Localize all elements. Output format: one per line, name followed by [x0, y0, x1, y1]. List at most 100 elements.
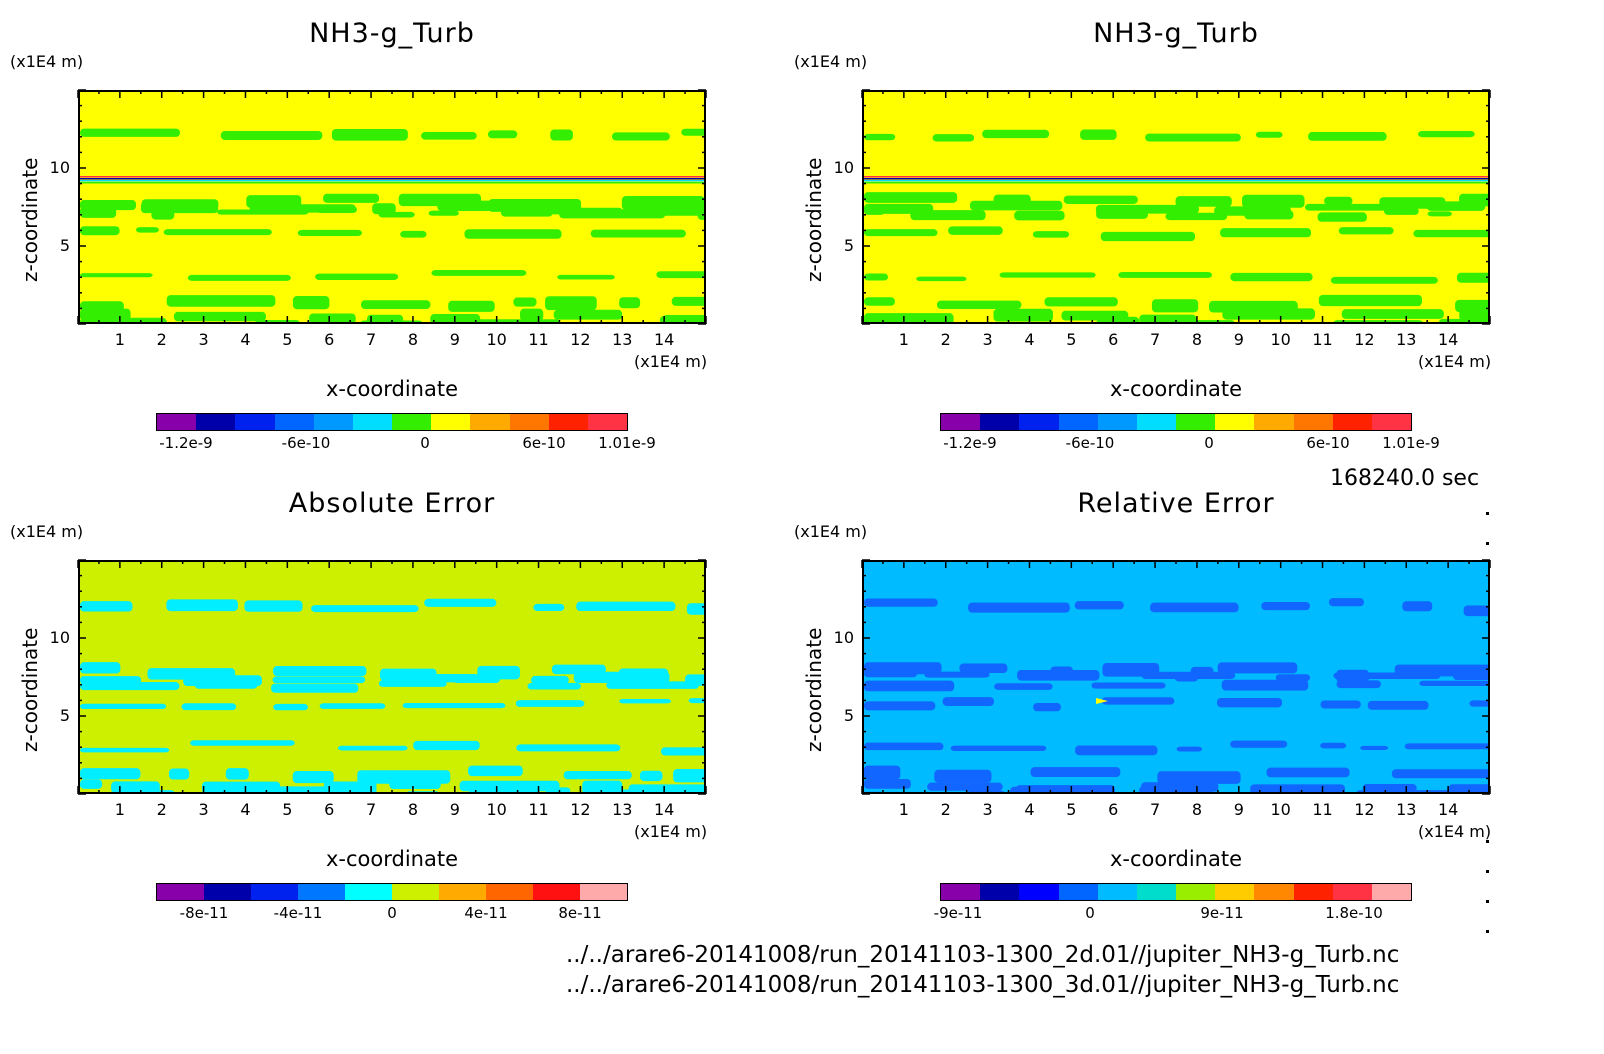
stray-dot — [1486, 542, 1489, 545]
colorbar-swatch — [439, 884, 486, 900]
contour-band — [1336, 680, 1381, 689]
colorbar-swatch — [548, 414, 588, 430]
contour-band — [1383, 207, 1419, 215]
contour-band — [1139, 786, 1213, 792]
contour-band — [80, 273, 153, 278]
contour-band — [1419, 680, 1488, 686]
colorbar-swatch — [274, 414, 314, 430]
contour-band — [316, 206, 357, 213]
contour-band — [1030, 767, 1121, 778]
contour-band — [315, 273, 399, 280]
contour-band — [967, 790, 1005, 792]
x-tick-label: 12 — [570, 800, 591, 819]
x-tick-label: 13 — [612, 800, 633, 819]
colorbar-tick-label: 0 — [1204, 434, 1214, 452]
contour-band — [220, 130, 323, 140]
colorbar-swatch — [345, 884, 392, 900]
contour-band — [273, 666, 367, 677]
x-tick-label: 4 — [1024, 330, 1035, 349]
colorbar-swatch — [1293, 884, 1333, 900]
contour-band — [948, 226, 1003, 235]
colorbar-tick-label: 6e-10 — [1306, 434, 1350, 452]
x-tick-label: 8 — [1191, 330, 1203, 349]
x-tick-label: 9 — [1233, 330, 1244, 349]
colorbar-swatch — [1058, 884, 1098, 900]
x-tick-label: 2 — [156, 330, 167, 349]
contour-band — [982, 129, 1050, 139]
contour-band — [936, 300, 1022, 309]
contour-band — [1075, 745, 1158, 756]
colorbar-swatch — [470, 414, 510, 430]
y-tick-label: 5 — [59, 236, 70, 255]
colorbar-tick-label: 4e-11 — [464, 904, 508, 922]
colorbar-swatch — [235, 414, 275, 430]
colorbar-swatch — [1136, 414, 1177, 430]
contour-band — [934, 769, 992, 783]
contour-band — [864, 313, 954, 322]
contour-band — [197, 323, 224, 324]
contour-band — [80, 682, 180, 691]
contour-band — [864, 192, 958, 203]
colorbar-swatch — [1176, 414, 1216, 430]
contour-band — [1341, 309, 1444, 319]
contour-band — [1032, 231, 1070, 238]
contour-band — [1456, 272, 1488, 283]
contour-band — [360, 300, 431, 310]
contour-band — [697, 211, 704, 220]
contour-band — [1242, 194, 1305, 208]
colorbar-swatch — [298, 884, 345, 900]
colorbar-tick-label: 0 — [387, 904, 397, 922]
contour-band — [1333, 672, 1441, 679]
x-tick-label: 2 — [156, 800, 167, 819]
contour-band — [968, 602, 1070, 613]
colorbar — [156, 883, 628, 901]
contour-band — [864, 742, 944, 751]
contour-band — [378, 211, 415, 218]
x-tick-label: 13 — [1396, 330, 1417, 349]
contour-band — [545, 787, 571, 792]
contour-band — [1469, 700, 1488, 707]
contour-band — [681, 128, 704, 136]
contour-band — [1096, 208, 1148, 219]
x-tick-label: 10 — [1270, 800, 1291, 819]
colorbar-swatch — [431, 414, 471, 430]
contour-band — [448, 300, 495, 312]
contour-band — [969, 200, 1063, 211]
contour-band — [981, 322, 1065, 324]
contour-band — [190, 740, 295, 746]
contour-band — [1275, 674, 1311, 682]
colorbar-tick-label: 8e-11 — [558, 904, 602, 922]
contour-band — [1101, 697, 1175, 705]
contour-band — [705, 789, 706, 794]
x-tick-label: 5 — [1066, 330, 1077, 349]
contour-band — [173, 311, 266, 322]
contour-band — [590, 229, 686, 238]
contour-band — [1404, 743, 1488, 750]
x-tick-label: 5 — [282, 800, 293, 819]
x-tick-label: 13 — [612, 330, 633, 349]
contour-band — [576, 601, 676, 612]
colorbar-swatch — [1371, 414, 1412, 430]
colorbar-tick-label: -6e-10 — [1065, 434, 1115, 452]
colorbar-tick-label: 6e-10 — [522, 434, 566, 452]
contour-band — [1317, 212, 1367, 222]
contour-band — [437, 200, 506, 212]
chart-panel-bottom-left: Absolute Error (x1E4 m) (x1E4 m) x-coordina… — [0, 470, 784, 940]
contour-band — [244, 600, 303, 612]
contour-band — [1308, 132, 1387, 141]
contour-band — [1304, 203, 1411, 211]
contour-band — [80, 601, 133, 612]
colorbar-tick-label: -1.2e-9 — [159, 434, 213, 452]
contour-band — [927, 782, 1003, 791]
contour-line — [864, 182, 1488, 184]
colorbar-swatch — [1097, 884, 1137, 900]
contour-band — [864, 778, 911, 789]
x-tick-label: 3 — [982, 330, 993, 349]
contour-band — [331, 128, 408, 141]
contour-band — [1080, 129, 1117, 140]
x-tick-label: 11 — [1312, 800, 1333, 819]
contour-band — [272, 676, 366, 684]
contour-band — [1165, 212, 1228, 221]
contour-band — [1217, 697, 1283, 708]
contour-band — [994, 683, 1053, 690]
